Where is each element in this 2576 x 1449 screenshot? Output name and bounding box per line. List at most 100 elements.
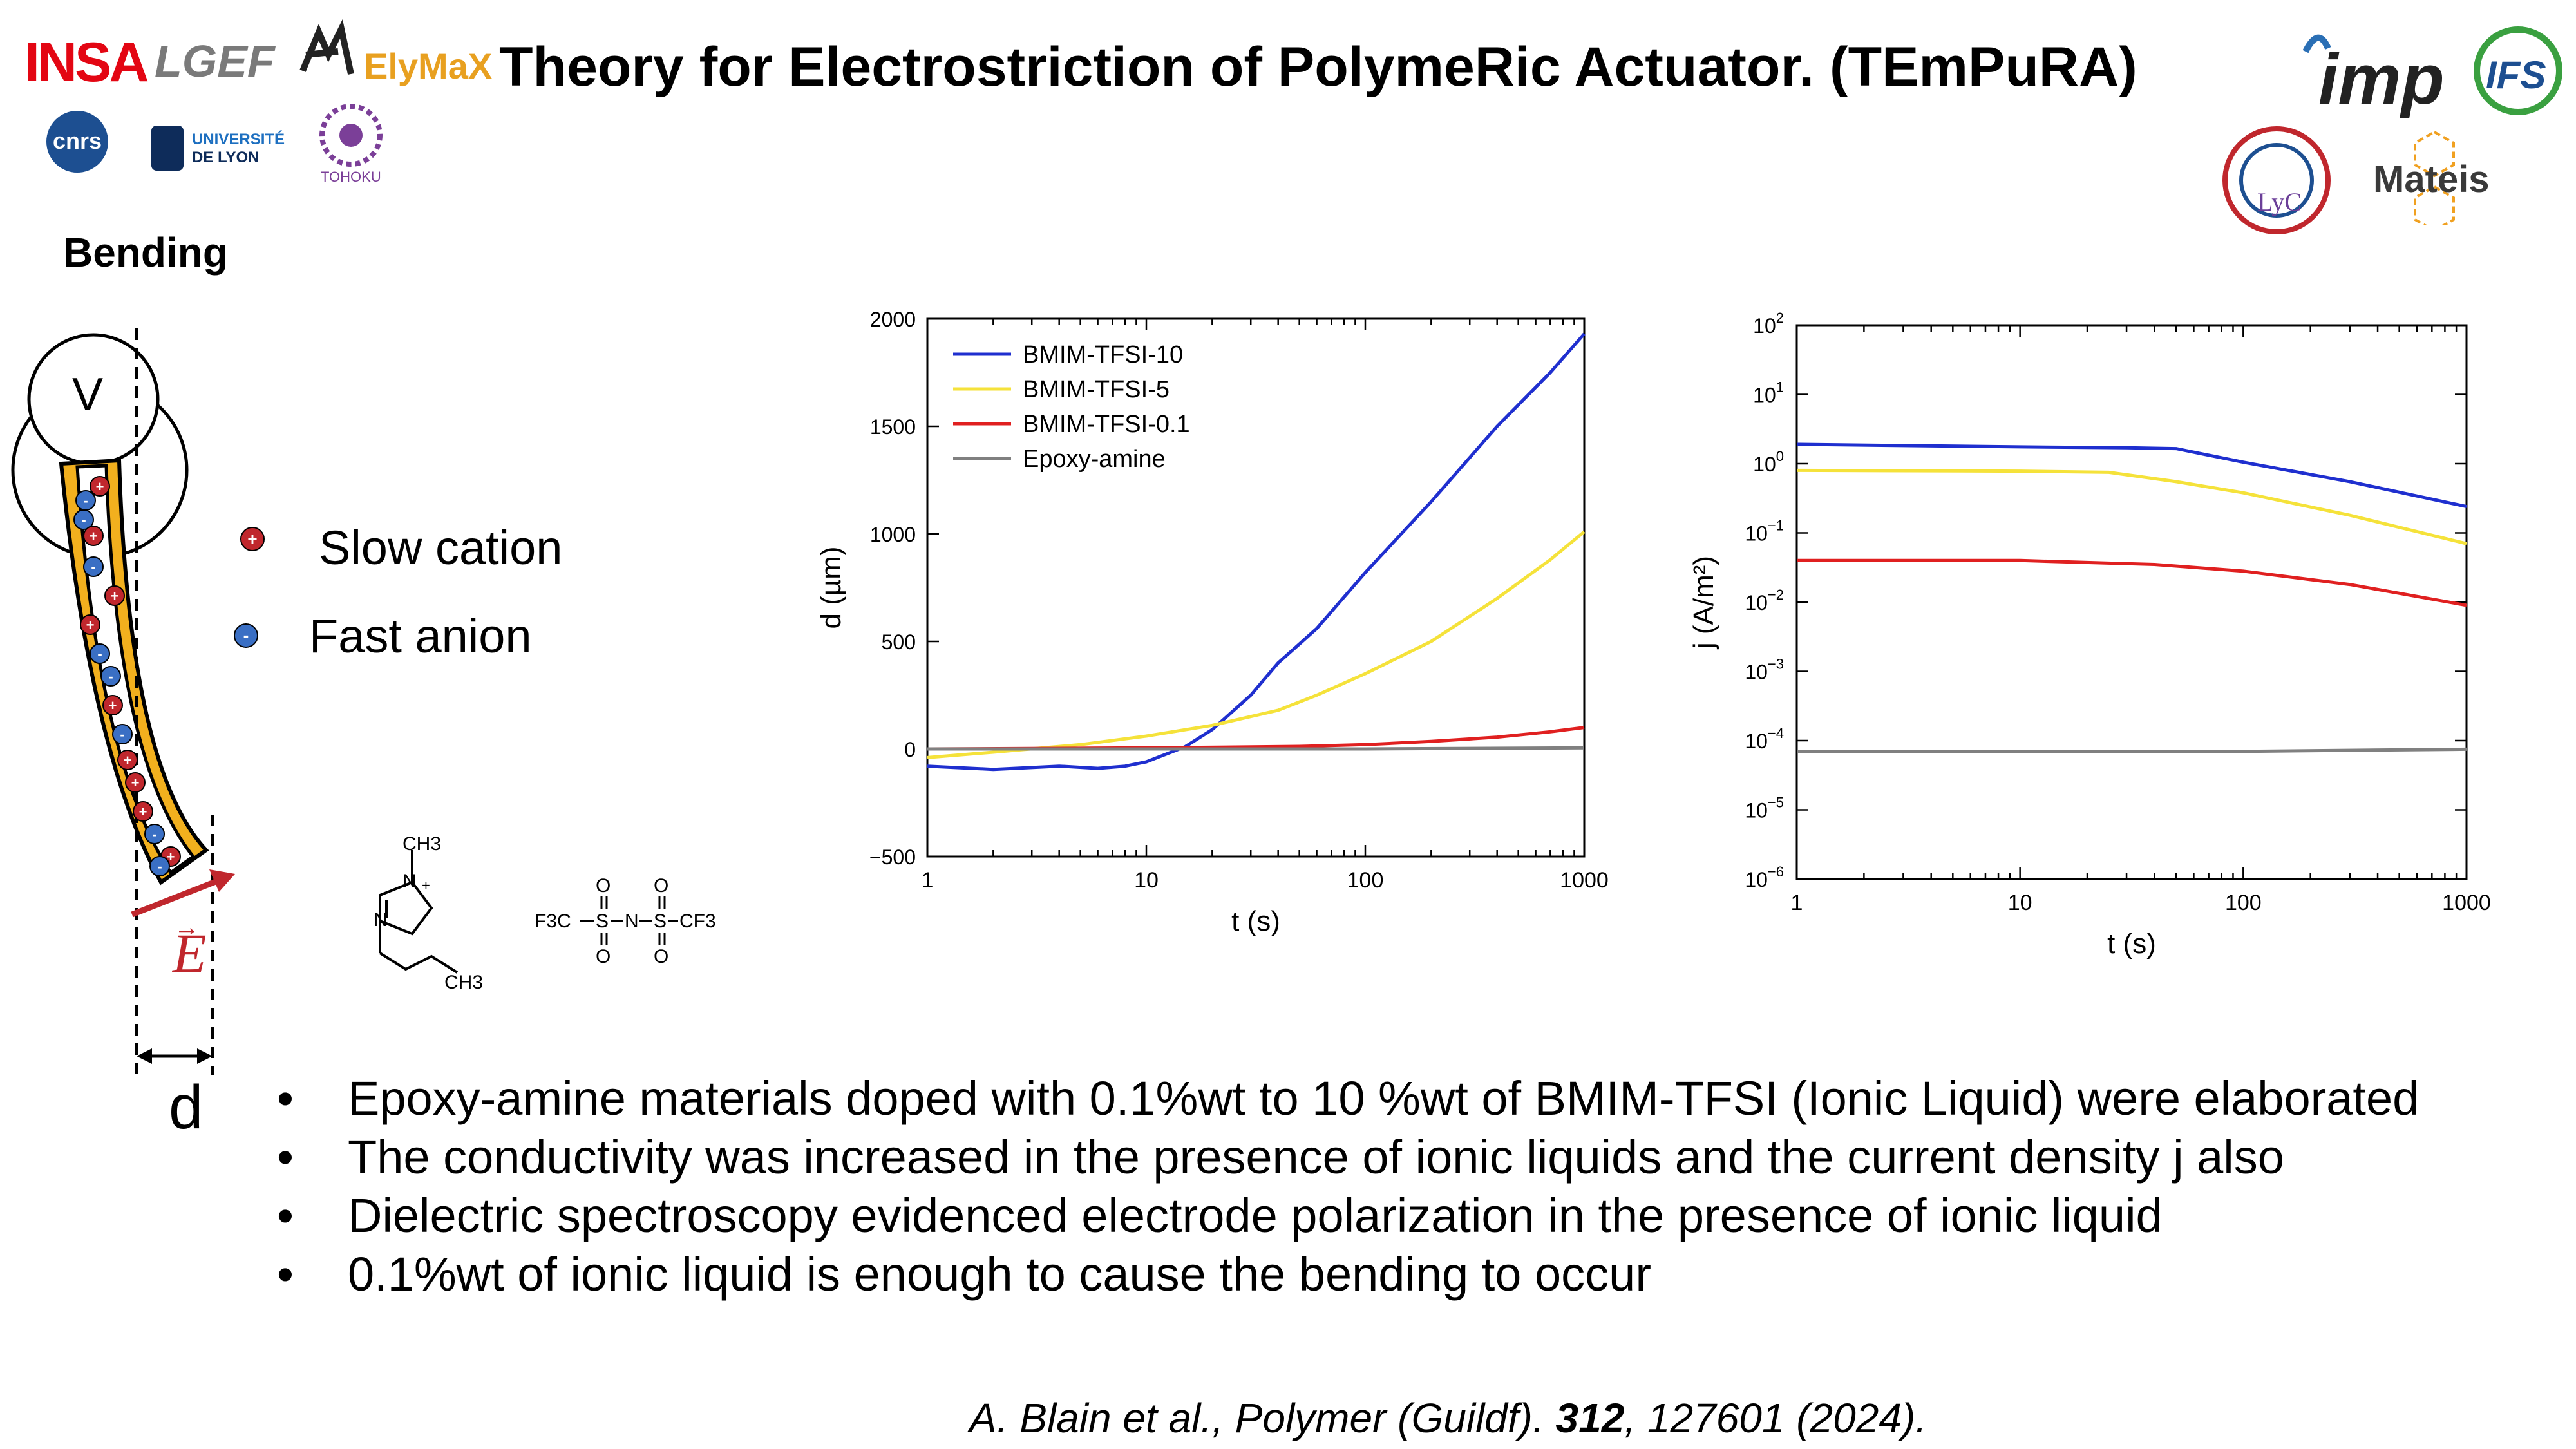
anion-o2: O [596, 946, 611, 967]
bullet-dot-icon: • [277, 1247, 294, 1301]
anion-ion [149, 856, 170, 876]
y-tick-label: −500 [869, 846, 916, 869]
y-tick-exponent: 1 [1776, 379, 1784, 395]
insa-logo: INSA [24, 32, 149, 93]
cnrs-logo: cnrs [45, 109, 109, 174]
x-tick-label: 10 [1134, 868, 1159, 893]
bullet-text: Dielectric spectroscopy evidenced electr… [348, 1189, 2163, 1242]
displacement-label: d [169, 1073, 204, 1142]
anion-ion [90, 643, 110, 664]
page-title: Theory for Electrostriction of PolymeRic… [499, 36, 2137, 98]
y-tick-label: 2000 [870, 308, 916, 331]
ion-sign: - [97, 646, 102, 662]
ion-sign: - [120, 726, 124, 743]
cation-n2: N [374, 909, 388, 931]
cation-ion [102, 695, 123, 715]
anion-o1: O [596, 876, 611, 896]
legend-cation: + [238, 525, 267, 556]
svg-text:+: + [247, 529, 257, 549]
bullet-dot-icon: • [277, 1072, 294, 1125]
series-line-4 [1797, 747, 2467, 753]
ion-sign: - [108, 668, 113, 685]
tfsi-anion-structure: F3C S N S CF3 O O O O [535, 876, 716, 967]
anion-f3c: F3C [535, 911, 571, 932]
citation-authors: A. Blain et al., Polymer (Guildf). [969, 1395, 1556, 1441]
bullet-item: • Epoxy-amine materials doped with 0.1%wt… [277, 1069, 2419, 1128]
legend-label: BMIM-TFSI-10 [1023, 341, 1183, 368]
bending-diagram: +--+-++--+-+++-+- [11, 328, 235, 1075]
anion-n: N [625, 911, 639, 932]
bullet-dot-icon: • [277, 1189, 294, 1242]
ion-sign: - [152, 826, 156, 842]
y-tick-exponent: −5 [1768, 795, 1784, 811]
cation-ion [133, 801, 153, 822]
field-arrowhead [209, 869, 235, 892]
anion-o4: O [654, 946, 668, 967]
plot-frame [926, 317, 1586, 858]
bullet-list: • Epoxy-amine materials doped with 0.1%wt… [277, 1069, 2419, 1303]
lyc-text: LyC [2257, 187, 2302, 216]
elymax-emblem [299, 19, 354, 75]
cation-ch3-bottom: CH3 [444, 972, 483, 993]
legend-cation-label: Slow cation [319, 521, 563, 574]
displacement-chart: 1 10 100 1000 −500 0 500 1000 1500 2000 t (s) d (µm… [815, 308, 1609, 937]
y-tick-label: 10−6 [1745, 864, 1784, 891]
series-line-4 [927, 746, 1585, 751]
bullet-dot-icon: • [277, 1130, 294, 1184]
cation-ion [90, 476, 110, 497]
bullet-item: • Dielectric spectroscopy evidenced elect… [277, 1186, 2419, 1245]
anion-ion [112, 724, 133, 744]
anion-ion [144, 824, 165, 844]
ion-sign: + [139, 804, 147, 820]
anion-o3: O [654, 876, 668, 896]
y-tick-label: 10−1 [1745, 518, 1784, 545]
bullet-item: • The conductivity was increased in the p… [277, 1128, 2419, 1186]
imp-logo: imp [2293, 26, 2445, 119]
series-line-1 [1796, 442, 2467, 509]
cation-n1: N [402, 871, 417, 892]
universite-text: UNIVERSITÉ [192, 131, 285, 148]
tohoku-text: TOHOKU [321, 169, 381, 185]
cation-icon: + [240, 527, 265, 551]
lyc-logo: LyC [2206, 126, 2347, 235]
y-tick-exponent: −4 [1768, 725, 1784, 741]
y-axis-label: d (µm) [815, 546, 847, 629]
y-tick-label: 500 [882, 630, 916, 654]
mateis-text: Mateis [2373, 158, 2490, 200]
series-line-3 [927, 726, 1585, 751]
d-arrow-left [137, 1048, 152, 1064]
legend-label: BMIM-TFSI-5 [1023, 376, 1170, 403]
y-tick-exponent: −1 [1768, 518, 1784, 534]
anion-ion [73, 509, 94, 530]
anion-s1: S [596, 911, 609, 932]
elymax-logo: ElyMaX [293, 19, 492, 90]
universite-lyon-logo: UNIVERSITÉ DE LYON [148, 113, 290, 177]
y-tick-exponent: 2 [1776, 310, 1784, 326]
actuator-core [75, 464, 196, 875]
ifs-logo: IFS [2473, 26, 2563, 116]
y-tick-label: 10−2 [1745, 587, 1784, 614]
anion-ion [83, 556, 104, 577]
tohoku-logo: TOHOKU [316, 103, 386, 193]
ion-sign: + [131, 775, 140, 791]
cation-ion [125, 772, 146, 793]
d-arrow-right [197, 1048, 213, 1064]
ion-group: +--+-++--+-+++-+- [73, 476, 181, 876]
anion-cf3: CF3 [679, 911, 716, 932]
ion-sign: + [86, 617, 95, 633]
tohoku-emblem [319, 104, 383, 167]
ion-sign: - [83, 493, 88, 509]
imp-emblem [2302, 34, 2331, 53]
field-vector-arrow-icon: → [174, 913, 200, 942]
y-tick-label: 100 [1753, 448, 1784, 476]
y-tick-label: 10−5 [1745, 795, 1784, 822]
y-tick-exponent: −3 [1768, 656, 1784, 672]
field-arrow [131, 876, 223, 918]
citation-pages: , 127601 (2024). [1624, 1395, 1927, 1441]
ion-sign: + [124, 752, 132, 768]
x-tick-label: 10 [2008, 891, 2032, 915]
cation-ion [80, 614, 100, 635]
x-tick-label: 100 [2225, 891, 2262, 915]
x-tick-label: 100 [1347, 868, 1384, 893]
ion-sign: + [90, 528, 98, 544]
